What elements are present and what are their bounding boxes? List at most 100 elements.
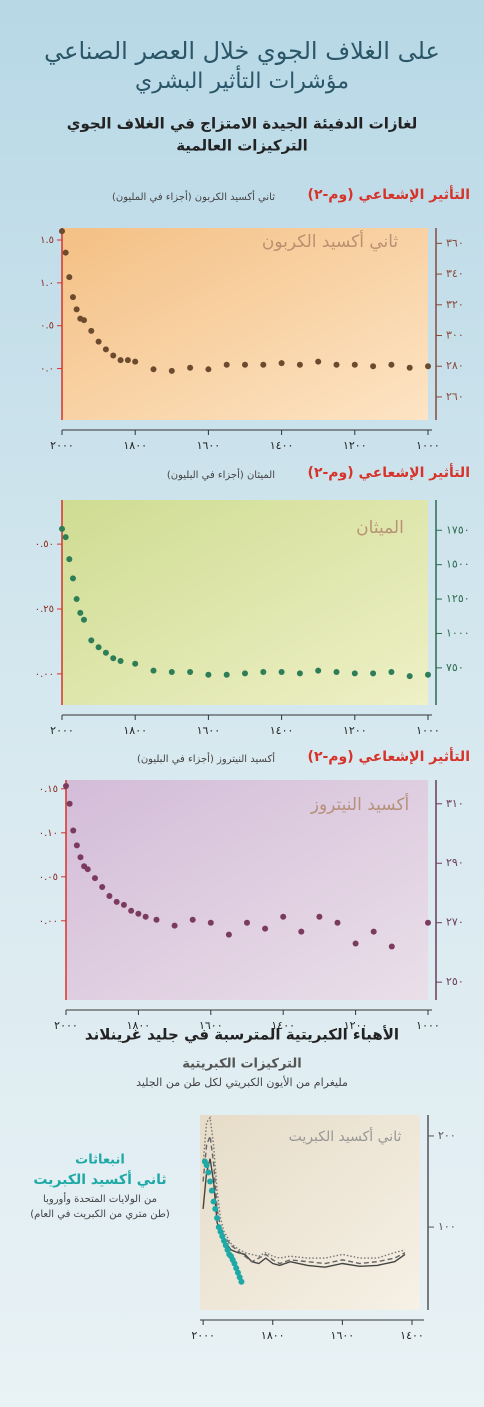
data-point — [242, 361, 248, 368]
data-point — [70, 827, 77, 834]
y2-tick-label: ١.٥ — [40, 235, 54, 246]
x-tick-label: ١٤٠٠ — [270, 439, 294, 452]
subtitle: التركيزات الكبريتية — [182, 1057, 301, 1072]
x-tick-label: ١٨٠٠ — [123, 724, 147, 737]
y-tick-label: ١٢٥٠ — [446, 592, 470, 605]
y-tick-label: ١٧٥٠ — [446, 523, 470, 536]
data-line — [202, 1115, 406, 1259]
data-point — [77, 609, 84, 616]
data-point — [205, 366, 212, 373]
data-point — [333, 361, 340, 368]
data-point — [128, 907, 135, 914]
y-tick-label: ٢٥٠ — [446, 975, 464, 988]
emission-point — [217, 1228, 224, 1235]
data-point — [370, 363, 377, 370]
data-point — [406, 364, 413, 371]
y-tick-label: ٣٢٠ — [446, 298, 464, 311]
data-point — [425, 919, 431, 926]
emission-point — [234, 1269, 241, 1276]
y-tick-label: ٢٧٠ — [446, 916, 464, 929]
y2-tick-label: ٠.١٥ — [39, 784, 58, 795]
y-axis-label: أكسيد النيتروز (أجزاء في البليون) — [137, 752, 275, 765]
y-tick-label: ٢٦٠ — [446, 390, 464, 403]
x-tick-label: ١٠٠٠ — [416, 439, 440, 452]
data-point — [132, 358, 139, 365]
data-point — [135, 910, 142, 917]
y-axis-label: ثاني أكسيد الكربون (أجزاء في المليون) — [112, 190, 275, 203]
y-tick-label: ٢٠٠ — [438, 1129, 456, 1142]
data-point — [298, 928, 305, 935]
y2-tick-label: ١.٠ — [40, 278, 54, 289]
y2-tick-label: ٠.٠ — [40, 364, 54, 375]
emission-point — [224, 1246, 231, 1253]
data-point — [425, 363, 431, 370]
data-point — [150, 667, 157, 674]
chart-title: الميثان — [356, 518, 404, 538]
data-point — [223, 361, 230, 368]
data-point — [296, 670, 303, 677]
x-tick-label: ١٨٠٠ — [123, 439, 147, 452]
y2-tick-label: ٠.١٠ — [39, 828, 58, 839]
emission-point — [222, 1242, 229, 1249]
data-point — [168, 668, 175, 675]
data-point — [95, 644, 102, 651]
data-point — [171, 922, 178, 929]
x-tick-label: ١٢٠٠ — [343, 439, 367, 452]
data-point — [296, 361, 303, 368]
data-point — [80, 317, 87, 324]
data-point — [113, 898, 120, 905]
data-point — [91, 875, 98, 882]
y-axis-label: الميثان (أجزاء في البليون) — [167, 468, 275, 481]
y-tick-label: ١٠٠ — [438, 1220, 456, 1233]
data-point — [59, 228, 65, 235]
y-tick-label: ١٥٠٠ — [446, 558, 470, 571]
x-tick-label: ١٠٠٠ — [416, 1019, 440, 1032]
data-point — [110, 655, 117, 662]
y-axis-label: مليغرام من الأيون الكبريتي لكل طن من الج… — [136, 1075, 348, 1089]
emissions-label: ثاني أكسيد الكبريت — [33, 1170, 166, 1188]
y-tick-label: ٣٤٠ — [446, 267, 464, 280]
data-point — [189, 916, 196, 923]
emission-point — [208, 1187, 215, 1194]
emissions-label: من الولايات المتحدة وأوروبا — [43, 1192, 157, 1205]
data-point — [84, 866, 91, 873]
emissions-label: (طن متري من الكبريت في العام) — [30, 1209, 170, 1220]
data-point — [62, 249, 69, 256]
y2-tick-label: ٠.٠٥ — [39, 872, 58, 883]
data-point — [88, 637, 95, 644]
y2-tick-label: ٠.٠٠ — [35, 669, 54, 680]
data-point — [153, 916, 160, 923]
data-point — [278, 668, 285, 675]
x-tick-label: ١٤٠٠ — [400, 1329, 424, 1342]
data-point — [102, 649, 109, 656]
data-point — [260, 668, 267, 675]
data-point — [69, 294, 76, 301]
data-point — [132, 660, 139, 667]
data-point — [66, 274, 73, 281]
data-point — [388, 668, 395, 675]
data-point — [316, 913, 323, 920]
emission-point — [215, 1224, 222, 1231]
y2-axis-label: التأثير الإشعاعي (وم-٢) — [308, 463, 470, 481]
data-point — [223, 671, 230, 678]
data-point — [80, 616, 87, 623]
data-point — [168, 367, 175, 374]
x-tick-label: ٢٠٠٠ — [50, 724, 74, 737]
x-tick-label: ٢٠٠٠ — [191, 1329, 215, 1342]
y-tick-label: ٢٩٠ — [446, 856, 464, 869]
y2-tick-label: ٠.٥٠ — [35, 539, 54, 550]
data-point — [205, 671, 212, 678]
x-tick-label: ١٦٠٠ — [197, 439, 221, 452]
data-point — [69, 575, 76, 582]
data-point — [334, 919, 341, 926]
data-point — [280, 913, 287, 920]
data-point — [260, 361, 267, 368]
data-point — [388, 943, 395, 950]
data-point — [370, 928, 377, 935]
chart-title: أكسيد النيتروز — [310, 793, 410, 815]
data-point — [66, 556, 73, 563]
data-point — [120, 901, 127, 908]
y2-tick-label: ٠.٥ — [40, 321, 54, 332]
plot-area — [66, 780, 428, 1000]
